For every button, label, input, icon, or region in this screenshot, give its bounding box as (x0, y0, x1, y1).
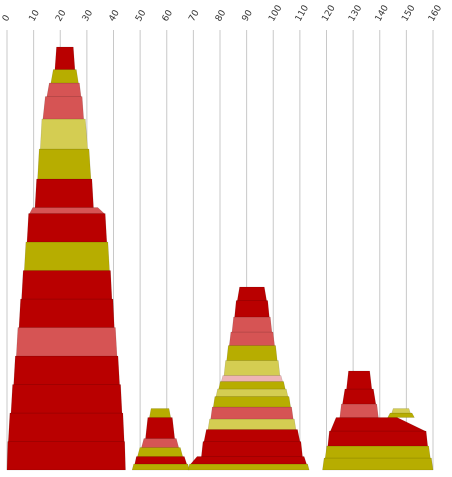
x-tick-label-30: 30 (81, 8, 96, 23)
band-stack-3-7 (213, 396, 291, 408)
x-tick-label-130: 130 (347, 3, 364, 23)
band-stack-4-1 (322, 457, 434, 471)
band-stack-1-6 (18, 298, 115, 328)
band-stack-3-14 (231, 316, 273, 333)
x-tick-label-120: 120 (320, 3, 337, 23)
band-stack-1-15 (46, 82, 82, 97)
band-stack-2-3 (137, 447, 184, 457)
band-stack-3-3 (201, 441, 303, 457)
band-stack-1-2 (8, 412, 125, 442)
x-axis-ticks: 0 10 20 30 40 50 60 70 80 90 100 110 120 130 140 150 160 (1, 3, 444, 23)
band-stack-1-10 (29, 207, 105, 214)
band-stack-1-16 (50, 69, 79, 84)
band-stack-3-11 (223, 360, 281, 376)
band-layer (6, 46, 434, 471)
x-tick-label-140: 140 (374, 3, 391, 23)
band-stack-5-2 (391, 408, 411, 414)
x-tick-label-80: 80 (214, 8, 229, 23)
band-stack-3-4 (203, 429, 301, 442)
x-tick-label-90: 90 (241, 8, 256, 23)
band-stack-1-4 (13, 355, 120, 385)
band-stack-2-1 (131, 463, 190, 471)
band-stack-1-9 (26, 213, 108, 243)
band-stack-3-12 (226, 345, 278, 361)
band-stack-3-13 (229, 331, 275, 346)
x-tick-label-150: 150 (400, 3, 417, 23)
x-tick-label-40: 40 (107, 8, 122, 23)
band-stack-1-17 (54, 46, 76, 70)
band-stack-3-6 (210, 406, 294, 420)
x-tick-label-0: 0 (1, 13, 13, 23)
band-stack-4-7 (346, 370, 373, 390)
x-tick-label-100: 100 (267, 3, 284, 23)
x-tick-label-60: 60 (161, 8, 176, 23)
x-tick-label-20: 20 (54, 8, 69, 23)
band-stack-3-9 (218, 381, 286, 390)
x-tick-label-160: 160 (427, 3, 444, 23)
band-stack-3-1 (187, 463, 310, 471)
band-stack-1-7 (21, 270, 113, 300)
band-stack-5-1 (387, 412, 415, 418)
band-stack-1-13 (40, 118, 88, 150)
x-tick-label-50: 50 (134, 8, 149, 23)
x-tick-label-110: 110 (294, 3, 311, 23)
band-stack-1-11 (34, 178, 94, 208)
band-stack-4-2 (324, 445, 431, 459)
band-stack-1-1 (6, 441, 126, 471)
band-stack-2-4 (141, 438, 180, 448)
band-stack-4-3 (327, 430, 428, 447)
band-stack-4-5 (339, 403, 379, 418)
band-stack-1-14 (42, 96, 84, 120)
band-stack-2-5 (145, 417, 175, 439)
band-stack-3-16 (237, 286, 267, 301)
band-stack-1-8 (24, 241, 110, 271)
x-tick-label-70: 70 (187, 8, 202, 23)
band-stack-3-8 (215, 388, 289, 397)
band-stack-4-6 (342, 388, 377, 405)
band-stack-2-6 (149, 408, 172, 418)
band-stack-3-10 (220, 375, 283, 382)
band-stack-1-5 (16, 327, 118, 357)
band-stack-4-4 (330, 417, 426, 432)
band-stack-3-15 (234, 300, 270, 318)
x-tick-label-10: 10 (28, 8, 43, 23)
band-stack-3-5 (207, 418, 297, 430)
band-stack-1-12 (37, 148, 92, 180)
band-stack-1-3 (10, 384, 123, 414)
band-stack-2-2 (134, 456, 188, 465)
band-stack-3-2 (190, 456, 307, 465)
